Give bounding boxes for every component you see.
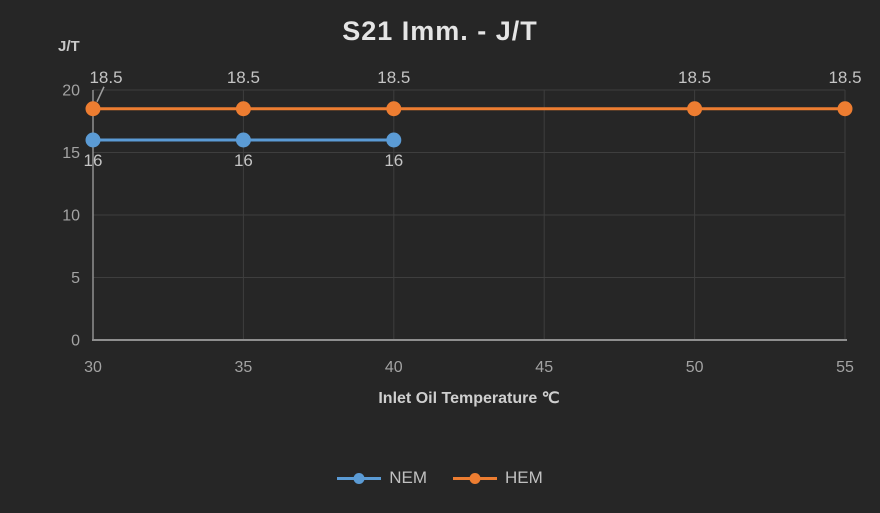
x-axis-title: Inlet Oil Temperature ℃ (378, 390, 560, 407)
x-tick-label: 55 (836, 359, 854, 376)
data-label-hem: 18.5 (828, 68, 861, 87)
y-tick-label: 20 (62, 83, 80, 100)
data-point-hem[interactable] (85, 101, 101, 117)
data-label-hem: 18.5 (377, 68, 410, 87)
data-label-hem: 18.5 (227, 68, 260, 87)
data-label-nem: 16 (384, 151, 403, 170)
y-tick-label: 15 (62, 145, 80, 162)
x-tick-label: 45 (535, 359, 553, 376)
data-point-nem[interactable] (386, 132, 402, 148)
x-tick-label: 30 (84, 359, 102, 376)
legend-item-nem[interactable]: NEM (337, 468, 427, 488)
data-label-hem: 18.5 (89, 68, 122, 87)
data-label-leader-line (96, 86, 105, 103)
legend-label-nem: NEM (389, 468, 427, 487)
data-point-nem[interactable] (235, 132, 251, 148)
legend-label-hem: HEM (505, 468, 543, 487)
data-point-hem[interactable] (235, 101, 251, 117)
y-axis-unit-label: J/T (58, 38, 80, 55)
data-label-nem: 16 (84, 151, 103, 170)
legend: NEM HEM (0, 468, 880, 488)
nem-line-marker-icon (337, 472, 382, 484)
data-point-hem[interactable] (386, 101, 402, 117)
data-point-hem[interactable] (837, 101, 853, 117)
y-tick-label: 5 (71, 270, 80, 287)
hem-line-marker-icon (453, 472, 497, 484)
y-tick-label: 0 (71, 333, 80, 350)
data-label-nem: 16 (234, 151, 253, 170)
legend-item-hem[interactable]: HEM (453, 468, 543, 488)
x-tick-label: 35 (235, 359, 253, 376)
data-point-nem[interactable] (85, 132, 101, 148)
chart-title: S21 Imm. - J/T (342, 16, 538, 46)
x-tick-label: 50 (686, 359, 704, 376)
x-tick-label: 40 (385, 359, 403, 376)
data-point-hem[interactable] (687, 101, 703, 117)
data-label-hem: 18.5 (678, 68, 711, 87)
y-tick-label: 10 (62, 208, 80, 225)
